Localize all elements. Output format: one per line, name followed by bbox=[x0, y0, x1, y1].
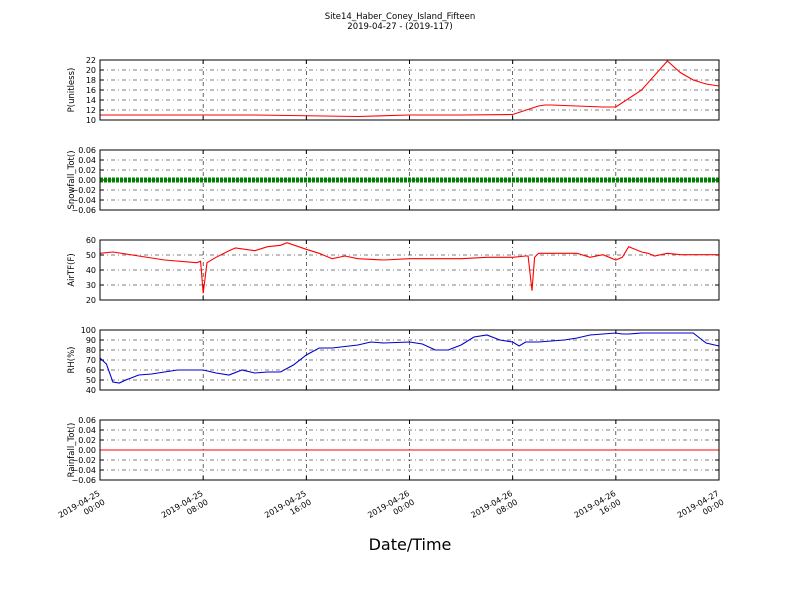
panel-2: −0.06−0.04−0.020.000.020.040.06Snowfall_… bbox=[67, 146, 720, 215]
panel-5: −0.06−0.04−0.020.000.020.040.06Rainfall_… bbox=[67, 416, 720, 485]
y-tick-label: 0.04 bbox=[78, 156, 96, 165]
y-tick-label: 0.02 bbox=[78, 166, 96, 175]
y-tick-label: −0.06 bbox=[71, 476, 96, 485]
y-tick-label: 20 bbox=[86, 66, 96, 75]
y-tick-label: 0.00 bbox=[78, 176, 96, 185]
y-tick-label: −0.06 bbox=[71, 206, 96, 215]
plot-frame bbox=[99, 329, 720, 391]
y-axis-label: Rainfall_Tot() bbox=[67, 423, 77, 478]
series-line-3 bbox=[99, 242, 719, 294]
y-tick-label: 10 bbox=[86, 116, 96, 125]
y-tick-label: 60 bbox=[86, 366, 96, 375]
plot-frame bbox=[99, 59, 720, 121]
y-axis-label: RH(%) bbox=[67, 346, 77, 373]
y-tick-label: −0.02 bbox=[71, 456, 96, 465]
y-axis-label: P(unitless) bbox=[67, 68, 77, 113]
y-tick-label: −0.04 bbox=[71, 466, 96, 475]
y-tick-label: 20 bbox=[86, 296, 96, 305]
plot-frame bbox=[99, 419, 720, 481]
y-tick-label: 70 bbox=[86, 356, 96, 365]
y-tick-label: 12 bbox=[86, 106, 96, 115]
y-tick-label: 50 bbox=[86, 251, 96, 260]
y-tick-label: 0.02 bbox=[78, 436, 96, 445]
y-tick-label: 0.06 bbox=[78, 146, 96, 155]
x-axis-label: Date/Time bbox=[369, 535, 452, 554]
y-tick-label: 60 bbox=[86, 236, 96, 245]
y-tick-label: 18 bbox=[86, 76, 96, 85]
y-tick-label: 40 bbox=[86, 266, 96, 275]
plot-frame bbox=[99, 239, 720, 301]
y-tick-label: 50 bbox=[86, 376, 96, 385]
y-tick-label: −0.04 bbox=[71, 196, 96, 205]
plot-frame bbox=[99, 149, 720, 211]
y-tick-label: 22 bbox=[86, 56, 96, 65]
y-tick-label: −0.02 bbox=[71, 186, 96, 195]
panels-group: 10121416182022P(unitless)−0.06−0.04−0.02… bbox=[67, 56, 720, 485]
y-tick-label: 0.00 bbox=[78, 446, 96, 455]
y-tick-label: 100 bbox=[81, 326, 96, 335]
y-tick-label: 80 bbox=[86, 346, 96, 355]
y-tick-label: 0.06 bbox=[78, 416, 96, 425]
y-tick-label: 16 bbox=[86, 86, 96, 95]
y-axis-label: Snowfall_Tot() bbox=[67, 150, 77, 209]
y-axis-label: AirTF(F) bbox=[67, 253, 77, 286]
y-tick-label: 14 bbox=[86, 96, 96, 105]
y-tick-label: 30 bbox=[86, 281, 96, 290]
series-line-4 bbox=[99, 332, 720, 384]
y-tick-label: 40 bbox=[86, 386, 96, 395]
y-tick-label: 0.04 bbox=[78, 426, 96, 435]
figure-title-line1: Site14_Haber_Coney_Island_Fifteen bbox=[325, 12, 476, 22]
figure-title-line2: 2019-04-27 - (2019-117) bbox=[347, 22, 452, 32]
series-line-1 bbox=[100, 60, 720, 118]
y-tick-label: 90 bbox=[86, 336, 96, 345]
panel-3: 20 30 40 50 60 AirTF(F) bbox=[67, 236, 720, 305]
